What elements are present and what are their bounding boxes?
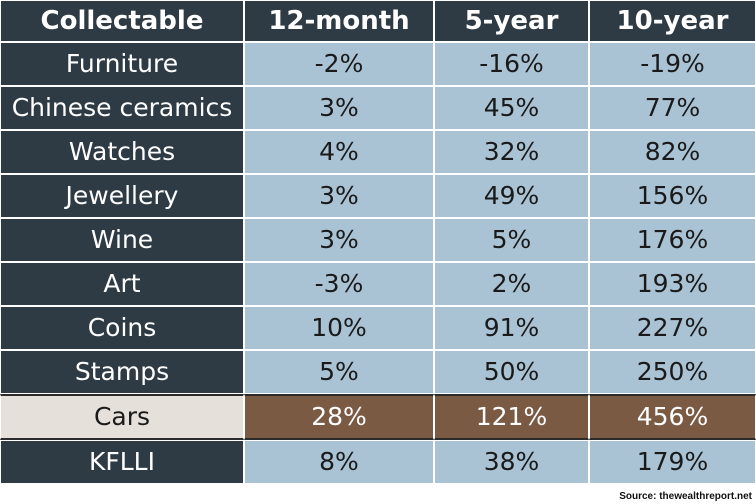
cell-5-year: 50% — [434, 350, 589, 394]
table-row: Art -3% 2% 193% — [0, 262, 756, 306]
cell-10-year: 456% — [589, 394, 756, 440]
cell-10-year: -19% — [589, 42, 756, 86]
row-label: Furniture — [0, 42, 244, 86]
cell-10-year: 77% — [589, 86, 756, 130]
cell-12-month: 10% — [244, 306, 434, 350]
cell-10-year: 193% — [589, 262, 756, 306]
cell-10-year: 156% — [589, 174, 756, 218]
cell-12-month: 3% — [244, 174, 434, 218]
cell-10-year: 250% — [589, 350, 756, 394]
collectables-table-container: Collectable 12-month 5-year 10-year Furn… — [0, 0, 756, 484]
table-row: Stamps 5% 50% 250% — [0, 350, 756, 394]
cell-12-month: 5% — [244, 350, 434, 394]
row-label: Art — [0, 262, 244, 306]
table-row: Cars 28% 121% 456% — [0, 394, 756, 440]
cell-12-month: 4% — [244, 130, 434, 174]
row-label: Stamps — [0, 350, 244, 394]
header-collectable: Collectable — [0, 0, 244, 42]
cell-10-year: 179% — [589, 440, 756, 484]
cell-12-month: 3% — [244, 86, 434, 130]
cell-12-month: 3% — [244, 218, 434, 262]
row-label: Wine — [0, 218, 244, 262]
cell-5-year: 49% — [434, 174, 589, 218]
header-10-year: 10-year — [589, 0, 756, 42]
table-row: KFLLI 8% 38% 179% — [0, 440, 756, 484]
cell-12-month: -3% — [244, 262, 434, 306]
cell-10-year: 82% — [589, 130, 756, 174]
table-row: Wine 3% 5% 176% — [0, 218, 756, 262]
row-label: Cars — [0, 394, 244, 440]
cell-12-month: 28% — [244, 394, 434, 440]
collectables-returns-table: Collectable 12-month 5-year 10-year Furn… — [0, 0, 756, 484]
cell-5-year: -16% — [434, 42, 589, 86]
header-12-month: 12-month — [244, 0, 434, 42]
row-label: Jewellery — [0, 174, 244, 218]
header-row: Collectable 12-month 5-year 10-year — [0, 0, 756, 42]
cell-10-year: 176% — [589, 218, 756, 262]
table-row: Watches 4% 32% 82% — [0, 130, 756, 174]
row-label: Coins — [0, 306, 244, 350]
source-note: Source: thewealthreport.net — [619, 491, 752, 502]
header-5-year: 5-year — [434, 0, 589, 42]
cell-5-year: 121% — [434, 394, 589, 440]
row-label: KFLLI — [0, 440, 244, 484]
cell-12-month: 8% — [244, 440, 434, 484]
cell-5-year: 91% — [434, 306, 589, 350]
cell-5-year: 38% — [434, 440, 589, 484]
table-row: Jewellery 3% 49% 156% — [0, 174, 756, 218]
row-label: Watches — [0, 130, 244, 174]
cell-5-year: 32% — [434, 130, 589, 174]
cell-5-year: 2% — [434, 262, 589, 306]
table-row: Furniture -2% -16% -19% — [0, 42, 756, 86]
table-body: Furniture -2% -16% -19% Chinese ceramics 3% 45… — [0, 42, 756, 484]
cell-5-year: 5% — [434, 218, 589, 262]
cell-10-year: 227% — [589, 306, 756, 350]
cell-12-month: -2% — [244, 42, 434, 86]
row-label: Chinese ceramics — [0, 86, 244, 130]
table-row: Coins 10% 91% 227% — [0, 306, 756, 350]
cell-5-year: 45% — [434, 86, 589, 130]
table-row: Chinese ceramics 3% 45% 77% — [0, 86, 756, 130]
